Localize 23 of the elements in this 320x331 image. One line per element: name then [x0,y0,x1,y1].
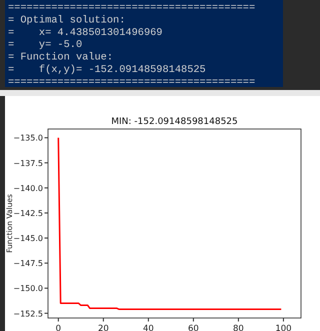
text: = x= 4.438501301496969 [8,26,162,39]
text: = Optimal solution: [8,14,126,26]
text: = y= -5.0 [8,39,82,52]
y-tick-label: −150.0 [13,284,43,294]
y-tick-label: −145.0 [13,234,43,244]
x-tick-label: 40 [142,324,154,331]
text: ======================================== [8,76,256,88]
y-tick-label: −142.5 [13,208,43,218]
y-tick-label: −135.0 [13,134,43,143]
text: = f(x,y)= -152.09148598148525 [8,64,206,76]
chart-title: MIN: -152.09148598148525 [111,117,238,127]
x-tick-label: 20 [98,324,109,331]
x-tick-label: 100 [275,324,292,331]
x-tick-label: 0 [56,324,62,331]
y-tick-label: −137.5 [13,158,43,168]
text: ======================================== [8,2,256,14]
y-tick-label: −152.5 [13,309,43,318]
y-tick-label: −147.5 [13,259,43,268]
x-tick-label: 60 [188,324,199,331]
text: = Function value: [8,52,114,64]
x-tick-label: 80 [233,324,244,331]
line-series [58,136,282,310]
y-tick-label: −140.0 [13,184,43,193]
